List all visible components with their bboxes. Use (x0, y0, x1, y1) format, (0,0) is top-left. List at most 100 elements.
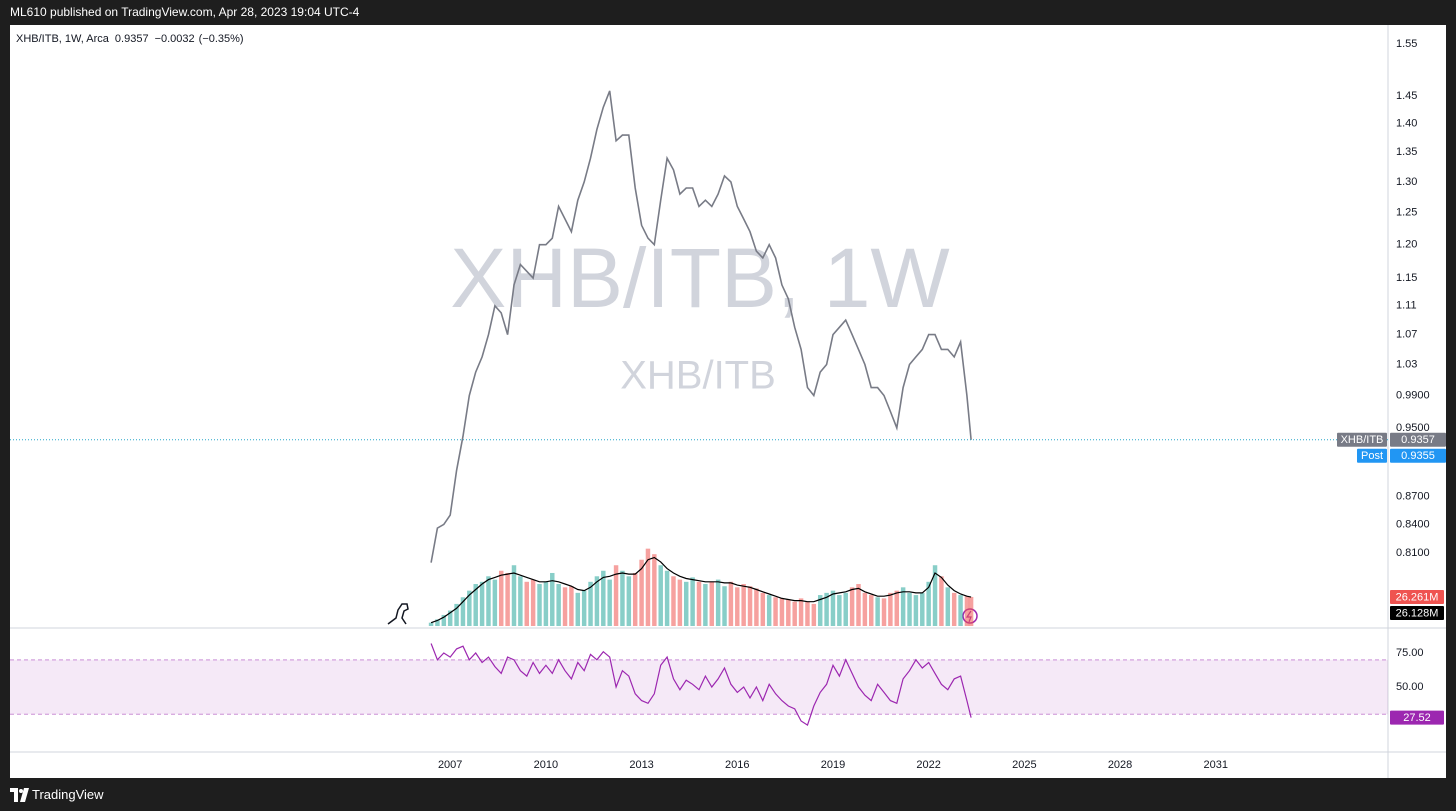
y-tick-label: 1.20 (1396, 239, 1417, 251)
volume-bar (581, 590, 587, 626)
volume-bar (620, 570, 625, 626)
volume-bar (537, 584, 542, 626)
volume-ma-line (430, 556, 972, 624)
y-tick-label: 1.45 (1396, 90, 1417, 102)
volume-bar (447, 610, 453, 626)
volume-bar (735, 587, 740, 626)
legend: XHB/ITB, 1W, Arca 0.9357 −0.0032 (−0.35%) (16, 33, 244, 45)
volume-bar (824, 592, 829, 626)
y-tick-label: 0.9900 (1396, 389, 1430, 401)
volume-bar (498, 570, 504, 626)
post-label-tag: Post (1361, 450, 1383, 462)
volume-bar (798, 598, 804, 626)
post-price-tag-bg (1390, 448, 1446, 463)
volume-bar (473, 584, 478, 626)
volume-bar (671, 576, 676, 626)
volume-bar (709, 581, 714, 626)
volume-bar (492, 579, 498, 626)
volume-bar (588, 581, 593, 626)
volume-bar (601, 570, 606, 626)
volume-tag-bg (1390, 589, 1444, 604)
volume-bar (907, 592, 912, 626)
volume-bar (696, 581, 702, 626)
rsi-band (10, 659, 1388, 715)
volume-bar (773, 597, 778, 626)
published-text: ML610 published on TradingView.com, Apr … (10, 5, 360, 19)
volume-bar (454, 603, 459, 626)
volume-bar (881, 598, 887, 626)
volume-bar (958, 595, 963, 626)
volume-bar (786, 599, 791, 626)
volume-bar (524, 581, 529, 626)
volume-bar (550, 572, 555, 626)
x-tick-label: 2010 (534, 759, 558, 771)
volume-bar (862, 592, 868, 626)
x-tick-label: 2028 (1108, 759, 1132, 771)
volume-bar (843, 592, 848, 626)
y-tick-label: 1.11 (1396, 300, 1417, 312)
volume-bar (511, 565, 517, 626)
volume-bar (460, 597, 466, 626)
series-name-tag: XHB/ITB (1341, 434, 1384, 446)
volume-bar (684, 581, 689, 626)
volume-bar (677, 579, 683, 626)
rsi-tag-bg (1390, 710, 1444, 725)
volume-bar (479, 581, 485, 626)
volume-ma-tag-bg (1390, 605, 1444, 620)
volume-bar (715, 579, 721, 626)
y-tick-label: 0.9500 (1396, 422, 1430, 434)
volume-bar (817, 595, 823, 626)
volume-bar (964, 596, 970, 626)
volume-bar (505, 572, 510, 626)
price-line (430, 90, 972, 563)
x-tick-label: 2007 (438, 759, 462, 771)
series-name-tag-bg (1337, 432, 1387, 447)
post-price-tag: 0.9355 (1401, 450, 1435, 462)
x-tick-label: 2025 (1012, 759, 1036, 771)
volume-bar (467, 590, 472, 626)
chart: XHB/ITB, 1W XHB/ITB XHB/ITB, 1W, Arca 0.9… (10, 25, 1446, 778)
volume-bar (530, 579, 536, 626)
volume-bar (690, 577, 695, 626)
rsi-tick-label: 75.00 (1396, 647, 1424, 659)
volume-bar (486, 576, 491, 626)
rsi-line (430, 643, 972, 727)
volume-bar (626, 576, 632, 626)
volume-bar (613, 565, 619, 626)
y-tick-label: 1.25 (1396, 207, 1417, 219)
volume-bar (741, 584, 746, 626)
volume-bar (435, 619, 440, 626)
volume-bar (594, 576, 600, 626)
top-bar: ML610 published on TradingView.com, Apr … (0, 0, 1456, 25)
volume-bar (754, 588, 759, 626)
volume-bar (894, 590, 900, 626)
brand-logo (10, 788, 29, 802)
y-tick-label: 0.8700 (1396, 491, 1430, 503)
volume-bar (779, 598, 785, 626)
volume-bar (518, 576, 523, 626)
y-tick-label: 1.07 (1396, 328, 1417, 340)
volume-bar (913, 595, 919, 626)
dino-icon (387, 603, 409, 625)
last-price-tag: 0.9357 (1401, 434, 1435, 446)
volume-bar (664, 570, 670, 626)
volume-bar (722, 586, 727, 626)
volume-bar (703, 584, 708, 626)
volume-bar (645, 548, 651, 626)
volume-bar (766, 595, 772, 626)
volume-bar (830, 590, 836, 626)
volume-bar (939, 576, 944, 626)
volume-bar (543, 581, 549, 626)
volume-tag: 26.261M (1396, 591, 1439, 603)
watermark-sub: XHB/ITB (620, 354, 776, 398)
bottom-bar: TradingView (0, 778, 1456, 811)
volume-bar (811, 603, 817, 626)
volume-bar (968, 596, 974, 626)
y-tick-label: 1.35 (1396, 146, 1417, 158)
rsi-tag: 27.52 (1403, 712, 1431, 724)
x-tick-label: 2022 (916, 759, 940, 771)
volume-bar (900, 587, 906, 626)
volume-bar (639, 559, 644, 626)
volume-bar (562, 587, 568, 626)
